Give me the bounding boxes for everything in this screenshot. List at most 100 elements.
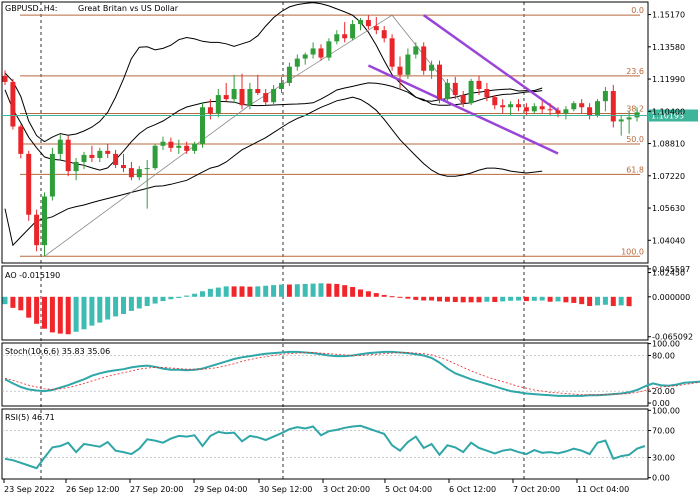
ao-bar (263, 285, 269, 297)
candle-body (247, 89, 253, 106)
price-axis-label: 1.07220 (652, 172, 685, 181)
candle-body (389, 38, 395, 67)
bollinger-lower-line (4, 96, 543, 247)
stoch-axis-label: 100.00 (652, 340, 680, 349)
ao-bar (42, 296, 47, 329)
ao-bar (571, 296, 577, 303)
candle-body (523, 107, 529, 112)
ao-bar (105, 296, 111, 320)
ao-bar (279, 284, 284, 297)
ao-bar (508, 296, 514, 301)
ao-bar (184, 295, 190, 297)
candle-body (215, 95, 221, 114)
stoch-label: Stoch(10,6,6) 35.83 35.06 (5, 347, 110, 356)
candle-body (373, 26, 379, 31)
ao-bar (302, 283, 308, 297)
candle-body (571, 103, 577, 110)
ao-bar (176, 296, 182, 299)
ao-bar (563, 296, 569, 303)
candle-body (334, 34, 340, 42)
candle-body (539, 106, 545, 110)
ao-bar (626, 296, 632, 307)
candle-body (452, 82, 458, 96)
ao-bar (531, 296, 537, 301)
candle-body (618, 119, 624, 122)
static-guides (40, 2, 525, 479)
price-axis-label: 1.13580 (652, 43, 685, 52)
candle-body (429, 64, 435, 71)
candle-body (437, 64, 442, 100)
ao-bar (460, 296, 466, 303)
ao-bar (618, 296, 624, 306)
axis-labels: 1.15170 1.13580 1.11990 1.10400 1.08810 1.072… (3, 11, 693, 494)
ao-bar (49, 296, 55, 333)
candlestick-series (2, 15, 640, 257)
time-axis-label: 30 Sep 12:00 (259, 485, 312, 494)
ao-bar (389, 296, 395, 298)
fib-level-label: 61.8 (626, 165, 644, 174)
rsi-axis-label: 70.00 (652, 427, 675, 436)
bollinger-upper-line (4, 2, 543, 143)
ao-bar (73, 296, 79, 332)
ao-bar (516, 296, 521, 301)
candle-body (81, 154, 87, 163)
candle-body (65, 139, 71, 172)
fibonacci-levels: 0.0 23.6 38.2 50.0 61.8 100.0 (20, 6, 644, 257)
ao-bar (57, 296, 63, 334)
candle-body (255, 89, 261, 94)
candle-body (626, 117, 632, 120)
candle-body (279, 82, 284, 89)
rsi-axis-label: 30.00 (652, 453, 675, 462)
candle-body (89, 154, 95, 158)
candle-body (508, 104, 514, 108)
time-axis-label: 6 Oct 12:00 (449, 485, 496, 494)
ao-bar (89, 296, 95, 326)
ao-label: AO -0.015190 (5, 271, 60, 280)
candle-body (413, 46, 419, 55)
ao-bar (397, 296, 403, 298)
ao-bar (610, 296, 616, 307)
candle-body (358, 20, 363, 25)
channel-upper-line[interactable] (422, 14, 559, 112)
ao-bar (437, 296, 442, 302)
price-axis-label: 1.08810 (652, 140, 685, 149)
ao-axis-label: 0.045597 (652, 265, 690, 274)
rsi-axis-label: 0.00 (652, 474, 670, 483)
ao-bar (484, 296, 490, 302)
candle-body (602, 91, 608, 102)
candle-body (73, 162, 79, 172)
ao-bar (421, 296, 427, 301)
price-axis-label: 1.11990 (652, 75, 685, 84)
price-axis-label: 1.05630 (652, 204, 685, 213)
ao-bar (476, 296, 482, 303)
candle-body (397, 66, 403, 75)
candle-body (381, 30, 387, 39)
fib-level-label: 23.6 (626, 67, 644, 76)
ao-bar (10, 296, 16, 308)
symbol-label: GBPUSD..H4: (5, 4, 58, 13)
price-axis-label: 1.10400 (652, 107, 685, 116)
fib-level-label: 0.0 (631, 6, 644, 15)
time-axis-label: 26 Sep 12:00 (66, 485, 119, 494)
ao-bar (468, 296, 474, 303)
ao-bar (342, 285, 348, 297)
time-axis-label: 27 Sep 20:00 (130, 485, 183, 494)
ao-bar (452, 296, 458, 303)
candle-body (310, 48, 316, 55)
ao-bar (310, 283, 316, 297)
ao-bar (215, 287, 221, 297)
candle-body (531, 106, 537, 112)
rsi-line (4, 424, 646, 470)
current-price-line: 1.10193 (2, 109, 698, 122)
ao-bar (152, 296, 158, 304)
ao-bar (429, 296, 435, 301)
candle-body (26, 153, 32, 215)
candle-body (231, 89, 237, 100)
price-axis-label: 1.04040 (652, 236, 685, 245)
time-axis-label: 11 Oct 04:00 (577, 485, 629, 494)
candle-body (176, 145, 182, 148)
ao-bar (555, 296, 561, 302)
time-axis-label: 23 Sep 2022 (4, 485, 55, 494)
stochastic-lines (2, 350, 700, 397)
